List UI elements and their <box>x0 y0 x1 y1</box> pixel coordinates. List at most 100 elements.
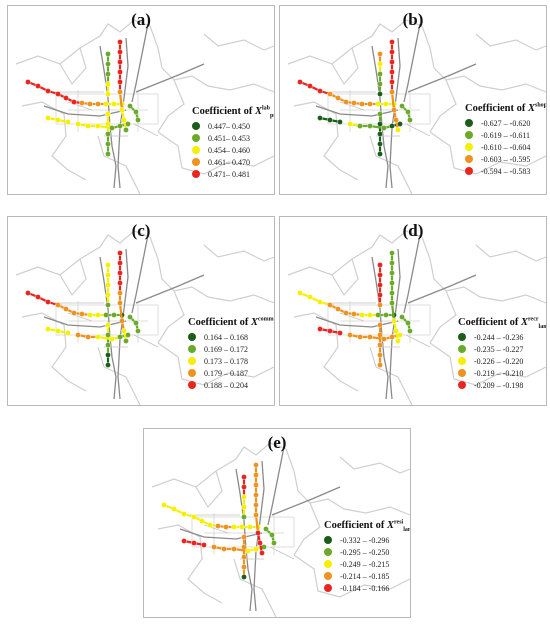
metro-station <box>95 312 101 318</box>
legend-range: -0.214 – -0.185 <box>340 571 390 581</box>
metro-station <box>55 91 61 97</box>
metro-station <box>85 123 91 129</box>
legend-range: -0.244 – -0.236 <box>474 332 524 342</box>
metro-station <box>377 302 383 308</box>
legend-item: 0.164 – 0.168 <box>188 331 274 343</box>
legend-range: 0.188 – 0.204 <box>204 380 248 390</box>
district-boundary <box>149 236 274 304</box>
metro-station <box>191 540 197 546</box>
metro-station <box>307 294 313 300</box>
district-boundary <box>421 236 546 304</box>
metro-station <box>335 95 341 101</box>
metro-base-line <box>315 105 399 117</box>
connector-line <box>133 334 159 348</box>
metro-station <box>377 282 383 288</box>
metro-station <box>389 39 395 45</box>
district-boundary <box>475 244 546 262</box>
legend-item: 0.179 – 0.187 <box>188 367 274 379</box>
legend-title: Coefficient of Xshoppoi <box>465 103 546 115</box>
metro-station <box>357 123 363 129</box>
metro-station <box>241 514 247 520</box>
district-boundary <box>15 230 151 276</box>
legend-range: -0.627 – -0.620 <box>481 118 531 128</box>
metro-station <box>389 334 395 340</box>
legend-title: Coefficient of Xlabpst <box>192 105 274 120</box>
metro-station <box>383 312 389 318</box>
metro-station <box>121 117 127 123</box>
legend-swatch <box>188 333 196 341</box>
metro-base-line <box>407 274 477 304</box>
metro-station <box>133 320 139 326</box>
metro-base-line <box>403 234 421 314</box>
legend-item: -0.244 – -0.236 <box>458 331 546 343</box>
district-boundary <box>369 135 413 194</box>
metro-station <box>337 330 343 336</box>
metro-station <box>127 103 133 109</box>
metro-station <box>117 89 123 95</box>
metro-station <box>95 123 101 129</box>
legend-swatch <box>188 381 196 389</box>
district-boundary <box>293 101 359 181</box>
metro-station <box>117 260 123 266</box>
metro-station <box>135 328 141 334</box>
legend-swatch <box>458 345 466 353</box>
metro-station <box>269 532 275 538</box>
metro-station <box>253 492 259 498</box>
legend-range: 0.447– 0.450 <box>208 121 250 131</box>
panel-label: (b) <box>402 10 424 29</box>
metro-base-line <box>99 45 117 189</box>
metro-station <box>253 546 259 552</box>
legend-range: 0.169 – 0.172 <box>204 344 248 354</box>
metro-station <box>377 262 383 268</box>
metro-station <box>297 290 303 296</box>
metro-station <box>377 342 383 348</box>
metro-station <box>117 250 123 256</box>
district-boundary <box>151 442 287 488</box>
metro-station <box>239 524 245 530</box>
legend-range: 0.179 – 0.187 <box>204 368 248 378</box>
variable-letter: X <box>520 317 528 328</box>
legend-item: -0.295 – -0.250 <box>324 546 410 558</box>
legend-item: -0.226 – -0.220 <box>458 355 546 367</box>
metro-station <box>87 101 93 107</box>
metro-station <box>231 546 237 552</box>
metro-station <box>395 338 401 344</box>
metro-station <box>105 362 111 368</box>
metro-station <box>377 81 383 87</box>
metro-station <box>105 302 111 308</box>
legend-swatch <box>192 146 200 154</box>
metro-station <box>327 328 333 334</box>
metro-station <box>259 550 265 556</box>
metro-station <box>359 101 365 107</box>
metro-station <box>105 262 111 268</box>
legend-range: -0.226 – -0.220 <box>474 356 524 366</box>
connector-line <box>133 123 159 137</box>
metro-station <box>119 107 125 113</box>
metro-station <box>307 83 313 89</box>
metro-station <box>337 119 343 125</box>
metro-station <box>105 51 111 57</box>
metro-station <box>367 334 373 340</box>
legend-e: Coefficient of Xresiland -0.332 – -0.296… <box>324 520 410 594</box>
metro-station <box>389 69 395 75</box>
metro-station <box>105 91 111 97</box>
metro-station <box>241 544 247 550</box>
metro-segment <box>118 91 124 111</box>
variable-subscript: land <box>538 324 547 331</box>
metro-station <box>255 530 261 536</box>
metro-station <box>351 311 357 317</box>
legend-item: -0.214 – -0.185 <box>324 570 410 582</box>
metro-station <box>271 540 277 546</box>
metro-station <box>117 59 123 65</box>
district-boundary <box>293 502 321 556</box>
metro-station <box>391 107 397 113</box>
legend-swatch <box>192 158 200 166</box>
metro-station <box>263 526 269 532</box>
variable-superscript: lab <box>262 105 271 112</box>
metro-station <box>215 523 221 529</box>
metro-station <box>105 121 111 127</box>
metro-station <box>119 318 125 324</box>
metro-station <box>245 548 251 554</box>
legend-d: Coefficient of Xrecrland -0.244 – -0.236… <box>458 317 547 391</box>
metro-station <box>377 332 383 338</box>
